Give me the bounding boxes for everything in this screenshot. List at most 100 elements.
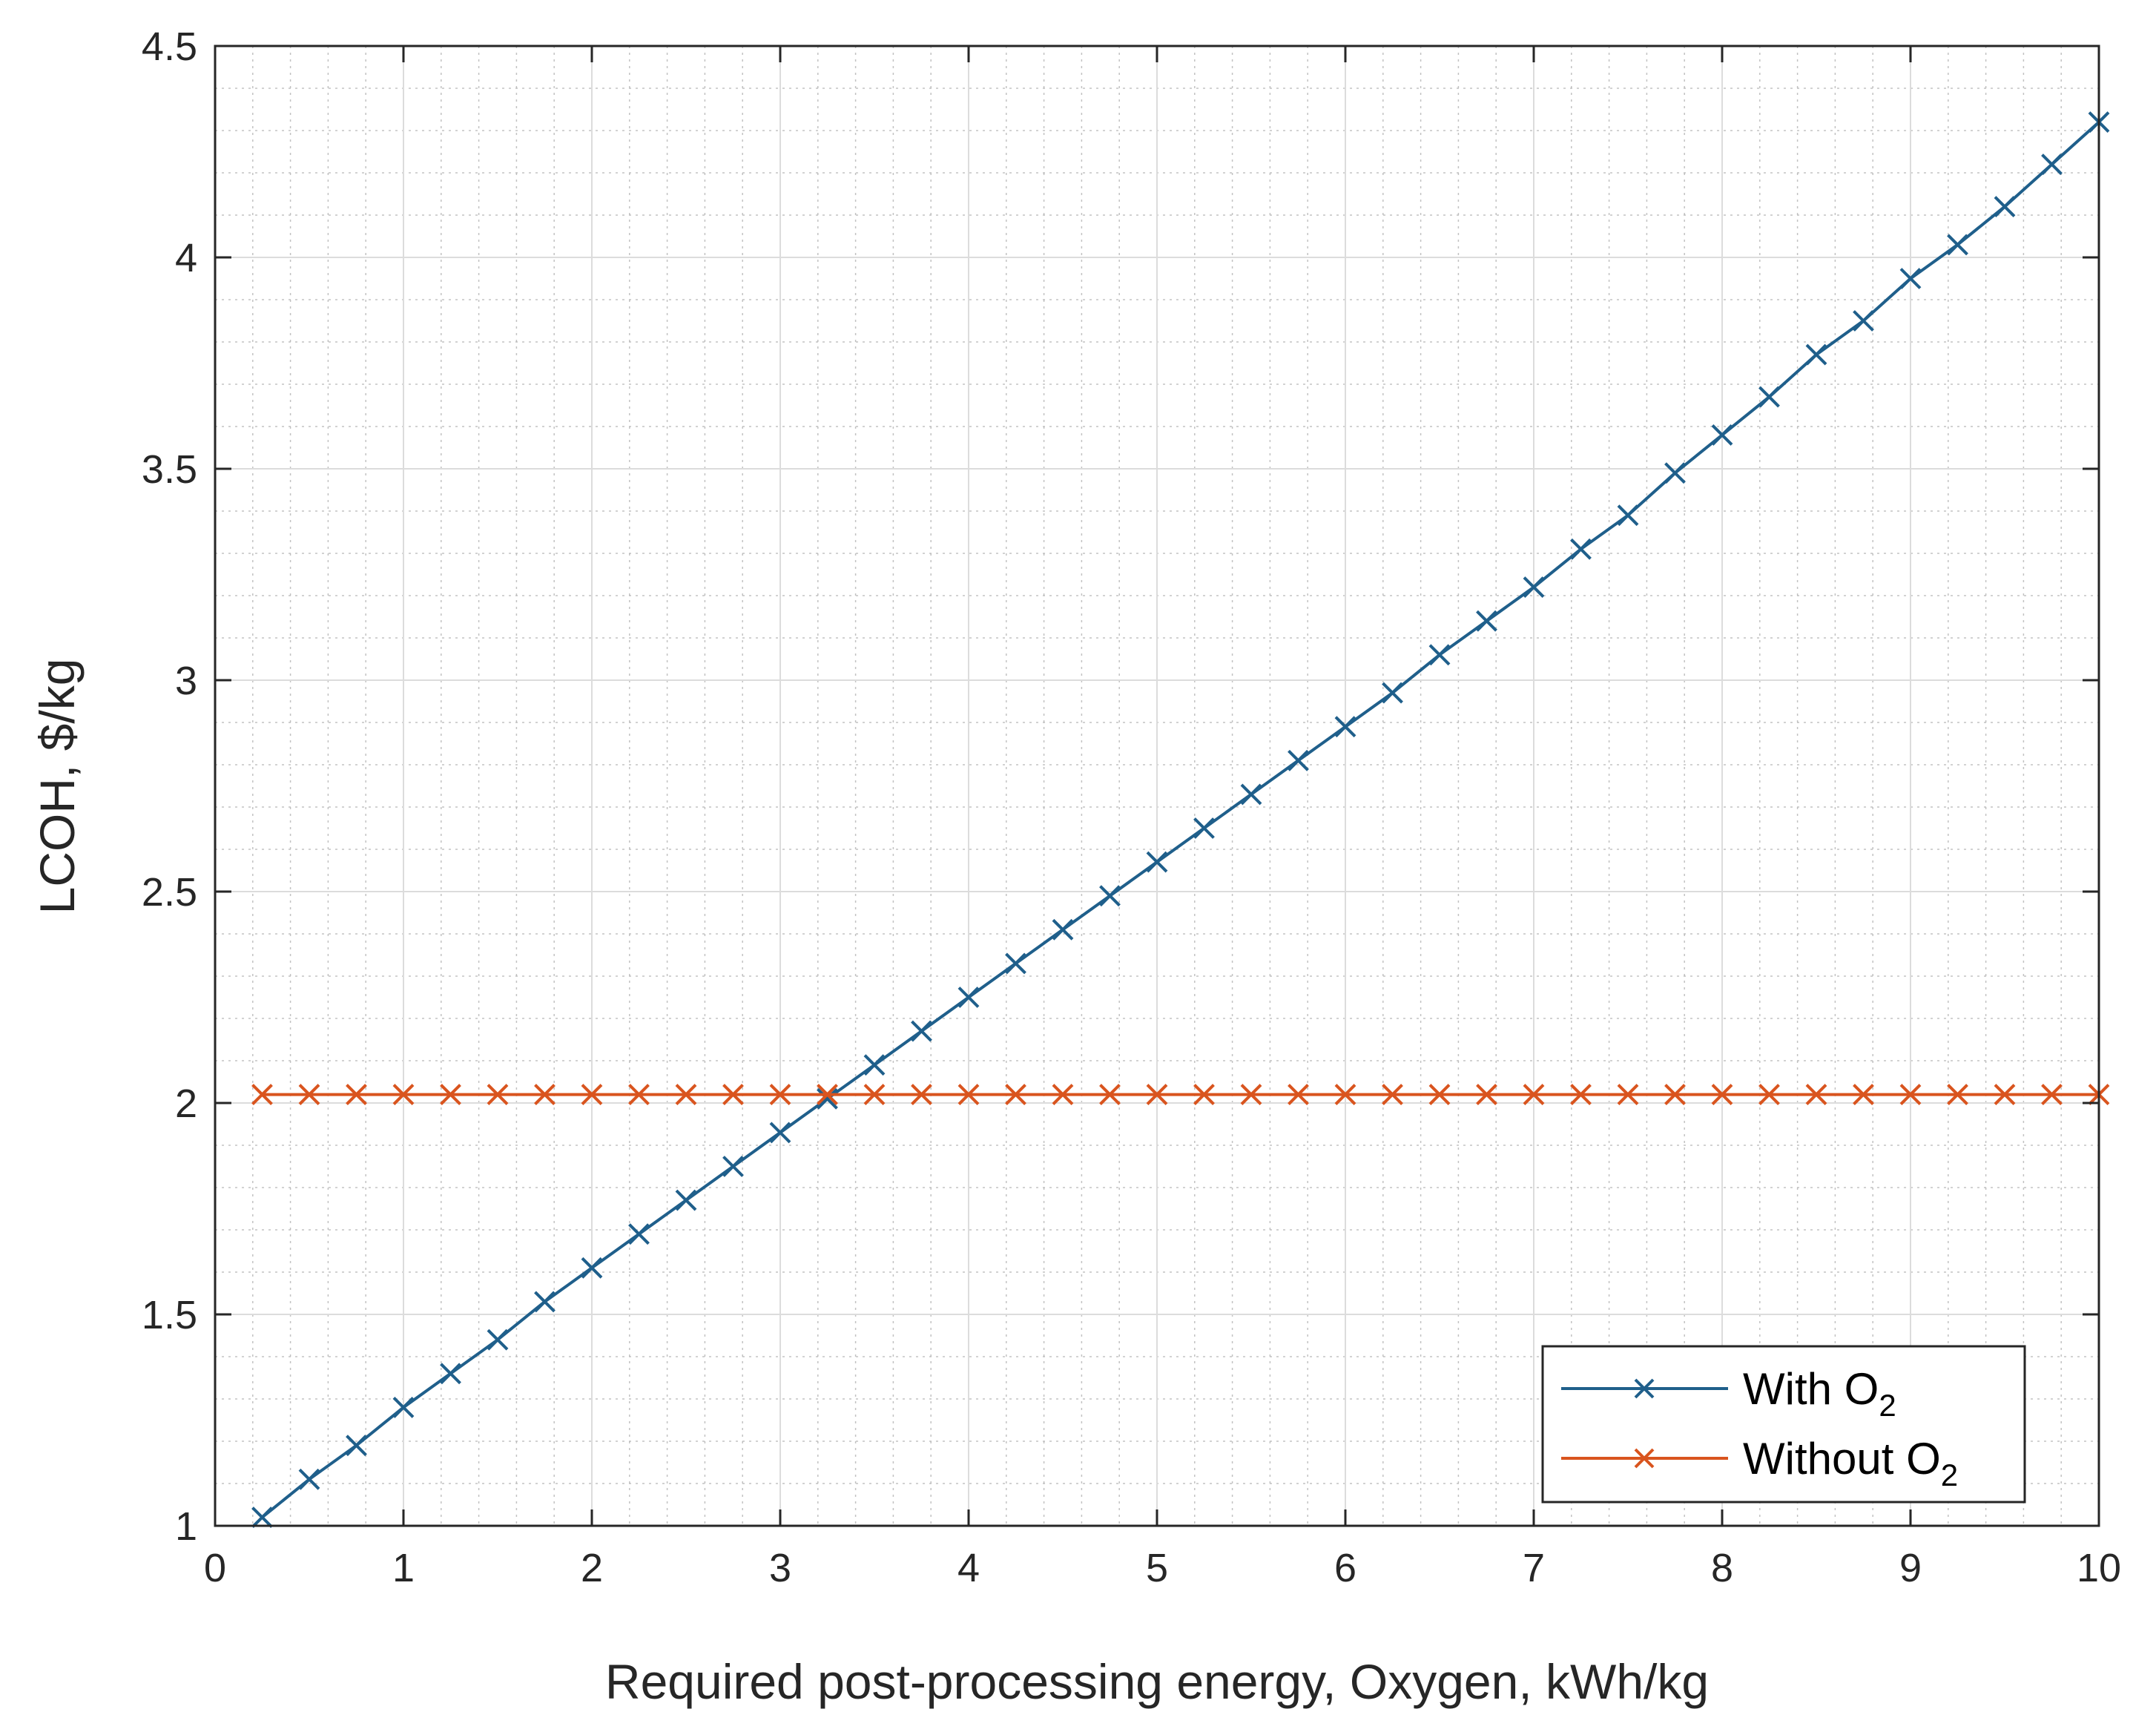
- y-tick-label: 1: [175, 1504, 197, 1549]
- data-point-without-o2: [1005, 1084, 1026, 1106]
- data-point-with-o2: [769, 1122, 791, 1144]
- data-point-without-o2: [911, 1084, 932, 1106]
- data-point-with-o2: [957, 987, 980, 1008]
- data-point-without-o2: [769, 1084, 791, 1106]
- legend-entry-without-o2: Without O2: [1561, 1434, 1958, 1492]
- x-tick-label: 10: [2077, 1546, 2121, 1590]
- data-point-with-o2: [2041, 154, 2063, 176]
- data-point-with-o2: [817, 1087, 838, 1110]
- y-tick-label: 1.5: [142, 1293, 197, 1337]
- data-point-with-o2: [1334, 716, 1356, 738]
- data-point-without-o2: [1664, 1084, 1686, 1106]
- x-tick-label: 7: [1523, 1546, 1545, 1590]
- data-point-with-o2: [1476, 610, 1497, 632]
- x-tick-label: 4: [957, 1546, 980, 1590]
- data-point-with-o2: [581, 1257, 603, 1279]
- data-point-without-o2: [863, 1084, 886, 1106]
- data-point-without-o2: [1758, 1084, 1780, 1106]
- data-point-without-o2: [1805, 1084, 1827, 1106]
- data-point-with-o2: [534, 1291, 556, 1313]
- data-point-without-o2: [440, 1084, 461, 1106]
- data-point-without-o2: [298, 1084, 320, 1106]
- data-point-with-o2: [298, 1468, 320, 1490]
- data-point-with-o2: [1240, 783, 1262, 806]
- data-point-with-o2: [1428, 644, 1451, 666]
- data-point-with-o2: [251, 1507, 273, 1529]
- data-point-without-o2: [1240, 1084, 1262, 1106]
- data-point-with-o2: [1805, 343, 1827, 366]
- data-point-without-o2: [1334, 1084, 1356, 1106]
- x-axis-label: Required post-processing energy, Oxygen,…: [605, 1654, 1709, 1709]
- data-point-with-o2: [675, 1189, 697, 1211]
- series-line-with-o2: [261, 121, 2100, 1519]
- series-with-o2: [251, 111, 2110, 1529]
- x-axis-tick-labels: 0 1 2 3 4 5 6 7 8 9 10: [204, 1546, 2121, 1590]
- legend-marker-without-o2: [1634, 1448, 1655, 1469]
- data-point-without-o2: [1994, 1084, 2016, 1106]
- legend-marker-with-o2: [1634, 1378, 1655, 1399]
- data-point-without-o2: [581, 1084, 603, 1106]
- x-tick-label: 0: [204, 1546, 226, 1590]
- data-point-with-o2: [1382, 682, 1403, 704]
- data-point-without-o2: [534, 1084, 556, 1106]
- axis-ticks: [214, 45, 2100, 1527]
- data-point-without-o2: [1853, 1084, 1874, 1106]
- data-point-without-o2: [1052, 1084, 1074, 1106]
- data-point-with-o2: [863, 1054, 886, 1076]
- legend-label-with-o2: With O2: [1743, 1364, 1896, 1423]
- x-tick-label: 2: [581, 1546, 603, 1590]
- data-point-without-o2: [1193, 1084, 1215, 1106]
- data-point-without-o2: [251, 1084, 273, 1106]
- data-point-with-o2: [628, 1223, 650, 1245]
- y-axis-tick-labels: 1 1.5 2 2.5 3 3.5 4 4.5: [142, 24, 197, 1549]
- data-point-without-o2: [487, 1084, 509, 1106]
- data-point-with-o2: [722, 1156, 744, 1177]
- data-point-with-o2: [346, 1435, 367, 1457]
- x-tick-label: 9: [1899, 1546, 1922, 1590]
- data-point-without-o2: [1711, 1084, 1733, 1106]
- data-point-with-o2: [1005, 952, 1026, 975]
- data-point-without-o2: [628, 1084, 650, 1106]
- data-point-with-o2: [487, 1328, 509, 1351]
- x-tick-label: 5: [1146, 1546, 1168, 1590]
- legend-entry-with-o2: With O2: [1561, 1364, 1896, 1423]
- y-tick-label: 3.5: [142, 447, 197, 492]
- y-tick-label: 3: [175, 659, 197, 703]
- data-point-without-o2: [1288, 1084, 1309, 1106]
- data-point-without-o2: [392, 1084, 415, 1106]
- data-point-with-o2: [392, 1396, 415, 1418]
- data-point-without-o2: [1899, 1084, 1922, 1106]
- data-point-without-o2: [1947, 1084, 1968, 1106]
- y-tick-label: 4.5: [142, 24, 197, 69]
- legend-label-with-o2-subscript: 2: [1879, 1388, 1896, 1423]
- data-point-without-o2: [346, 1084, 367, 1106]
- legend-label-without-o2-subscript: 2: [1941, 1458, 1958, 1492]
- y-tick-label: 2: [175, 1081, 197, 1126]
- legend-label-without-o2: Without O2: [1743, 1434, 1958, 1492]
- data-point-with-o2: [911, 1020, 932, 1042]
- data-point-with-o2: [1193, 817, 1215, 839]
- data-point-without-o2: [1146, 1084, 1168, 1106]
- y-axis-label: LCOH, $/kg: [30, 659, 85, 915]
- data-point-with-o2: [1288, 749, 1309, 771]
- data-point-with-o2: [1853, 310, 1874, 332]
- legend-label-without-o2-main: Without O: [1743, 1434, 1941, 1484]
- data-point-with-o2: [1899, 268, 1922, 289]
- data-point-without-o2: [817, 1084, 838, 1106]
- series-layer: [251, 111, 2110, 1529]
- data-point-without-o2: [1382, 1084, 1403, 1106]
- data-point-with-o2: [1052, 918, 1074, 941]
- data-point-without-o2: [1099, 1084, 1121, 1106]
- data-point-with-o2: [1947, 234, 1968, 256]
- data-point-with-o2: [1758, 386, 1780, 408]
- data-point-with-o2: [1617, 504, 1639, 527]
- series-without-o2: [251, 1084, 2110, 1106]
- data-point-with-o2: [1711, 424, 1733, 446]
- data-point-without-o2: [1476, 1084, 1497, 1106]
- data-point-with-o2: [1994, 196, 2016, 218]
- data-point-with-o2: [1570, 538, 1592, 560]
- data-point-without-o2: [675, 1084, 697, 1106]
- data-point-without-o2: [1523, 1084, 1545, 1106]
- data-point-without-o2: [1617, 1084, 1639, 1106]
